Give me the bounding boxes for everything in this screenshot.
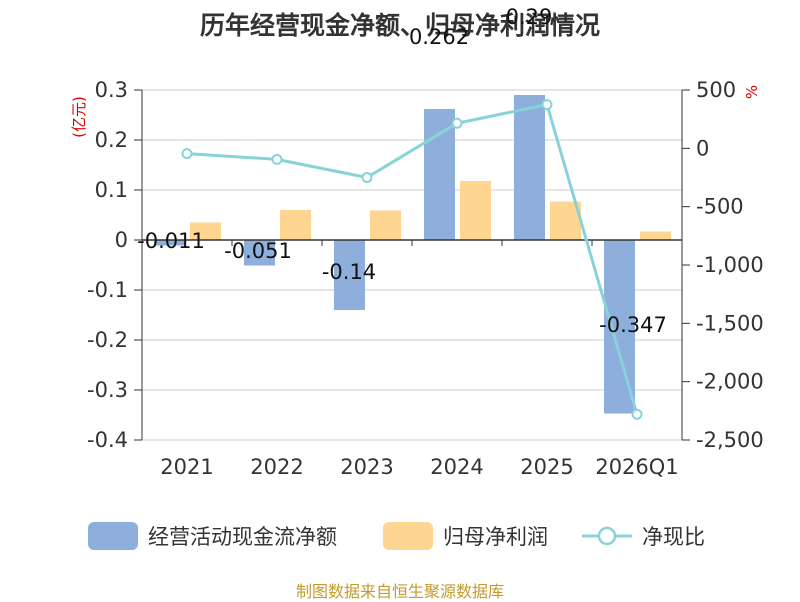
legend-swatch-net-profit	[383, 522, 433, 550]
legend-item-net-profit[interactable]: 归母净利润	[383, 518, 548, 554]
left-axis-tick-label: 0	[115, 228, 128, 252]
data-label-cashflow: 0.262	[409, 25, 469, 49]
left-axis-tick-label: -0.1	[87, 278, 128, 302]
legend-label-ratio: 净现比	[642, 525, 705, 549]
x-axis-tick-label: 2024	[430, 455, 483, 479]
right-axis-tick-label: 500	[696, 78, 736, 102]
bar-net-profit	[190, 222, 221, 240]
left-axis-tick-label: 0.2	[95, 128, 128, 152]
right-axis-tick-label: -2,000	[696, 370, 764, 394]
legend-item-cashflow[interactable]: 经营活动现金流净额	[88, 518, 337, 554]
x-axis-tick-label: 2026Q1	[595, 455, 678, 479]
series-line-ratio	[186, 102, 639, 415]
left-axis-tick-label: 0.1	[95, 178, 128, 202]
bar-cashflow	[514, 95, 545, 240]
bar-cashflow	[424, 109, 455, 240]
right-axis-tick-label: 0	[696, 136, 709, 160]
point-ratio	[361, 172, 373, 183]
legend-label-cashflow: 经营活动现金流净额	[148, 525, 337, 549]
data-label-cashflow: -0.051	[224, 239, 292, 263]
legend-item-ratio[interactable]: 净现比	[582, 518, 705, 554]
bar-cashflow	[154, 240, 185, 246]
point-ratio	[541, 99, 553, 111]
legend-swatch-ratio	[582, 526, 632, 546]
left-axis-tick-label: -0.4	[87, 428, 128, 452]
data-label-cashflow: -0.14	[322, 260, 376, 284]
bar-net-profit	[280, 210, 311, 240]
left-axis-tick-label: -0.2	[87, 328, 128, 352]
chart-title: 历年经营现金净额、归母净利润情况	[199, 11, 600, 40]
point-ratio	[631, 408, 643, 420]
bar-net-profit	[460, 181, 491, 240]
point-ratio	[451, 117, 463, 129]
right-axis-unit: %	[743, 85, 761, 99]
right-axis-tick-label: -1,500	[696, 311, 764, 335]
bar-cashflow	[244, 240, 275, 266]
legend: 经营活动现金流净额 归母净利润 净现比	[0, 518, 800, 554]
bar-net-profit	[640, 231, 671, 240]
left-axis-unit: (亿元)	[70, 96, 88, 138]
right-axis-tick-label: -1,000	[696, 253, 764, 277]
legend-label-net-profit: 归母净利润	[443, 525, 548, 549]
bar-cashflow	[334, 240, 365, 310]
right-axis-tick-label: -500	[696, 195, 744, 219]
x-axis-tick-label: 2023	[340, 455, 393, 479]
x-axis-tick-label: 2025	[520, 455, 573, 479]
data-label-cashflow: 0.29	[506, 5, 553, 29]
point-ratio	[181, 148, 193, 160]
data-label-cashflow: -0.347	[599, 313, 667, 337]
x-axis-tick-label: 2022	[250, 455, 303, 479]
left-axis-tick-label: -0.3	[87, 378, 128, 402]
legend-swatch-cashflow	[88, 522, 138, 550]
x-axis-tick-label: 2021	[160, 455, 213, 479]
left-axis-tick-label: 0.3	[95, 78, 128, 102]
data-label-cashflow: -0.011	[137, 229, 205, 253]
point-ratio	[271, 153, 283, 165]
source-note: 制图数据来自恒生聚源数据库	[295, 582, 504, 601]
bar-net-profit	[370, 210, 401, 240]
right-axis-tick-label: -2,500	[696, 428, 764, 452]
